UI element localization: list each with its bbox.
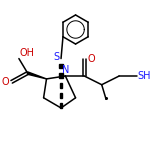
Text: O: O (2, 77, 9, 87)
Polygon shape (60, 103, 62, 108)
Polygon shape (60, 93, 62, 98)
Text: OH: OH (20, 48, 35, 58)
Text: N: N (62, 65, 69, 75)
Text: O: O (88, 54, 95, 64)
Polygon shape (60, 83, 62, 88)
Text: SH: SH (137, 71, 151, 81)
Polygon shape (59, 73, 63, 78)
Polygon shape (59, 64, 63, 68)
Polygon shape (27, 72, 47, 79)
Text: S: S (54, 52, 60, 62)
